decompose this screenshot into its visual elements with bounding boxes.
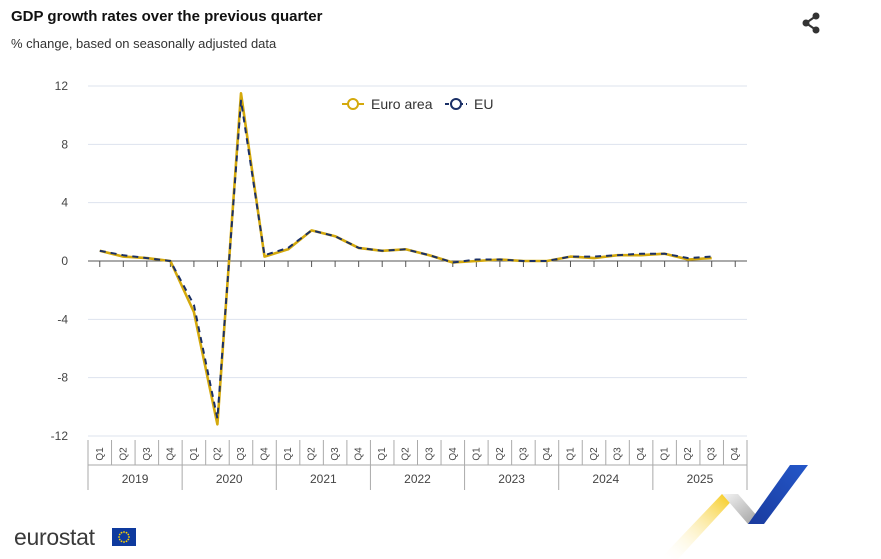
data-point-eu — [238, 98, 244, 104]
data-point-eu — [497, 257, 503, 263]
quarter-tick-label: Q4 — [260, 447, 271, 461]
quarter-tick-label: Q1 — [283, 447, 294, 461]
legend-label-euro-area: Euro area — [371, 96, 433, 112]
quarter-tick-label: Q2 — [495, 447, 506, 461]
data-point-eu — [662, 251, 668, 257]
y-tick-label: -4 — [57, 312, 68, 326]
data-point-eu — [167, 258, 173, 264]
quarter-tick-label: Q2 — [683, 447, 694, 461]
quarter-tick-label: Q4 — [542, 447, 553, 461]
quarter-tick-label: Q3 — [707, 447, 718, 461]
y-tick-label: 8 — [61, 137, 68, 151]
data-point-eu — [285, 245, 291, 251]
quarter-tick-label: Q4 — [448, 447, 459, 461]
data-point-eu — [379, 248, 385, 254]
data-point-eu — [403, 246, 409, 252]
quarter-tick-label: Q3 — [236, 447, 247, 461]
quarter-tick-label: Q2 — [401, 447, 412, 461]
year-tick-label: 2021 — [310, 472, 337, 486]
quarter-tick-label: Q3 — [424, 447, 435, 461]
quarter-tick-label: Q1 — [565, 447, 576, 461]
quarter-tick-label: Q4 — [354, 447, 365, 461]
year-tick-label: 2025 — [687, 472, 714, 486]
data-point-eu — [567, 254, 573, 260]
data-point-eu — [544, 258, 550, 264]
quarter-tick-label: Q3 — [142, 447, 153, 461]
legend-marker-euro-area — [347, 98, 359, 110]
eurostat-logo: eurostat — [14, 524, 95, 550]
series-line-euro-area — [99, 92, 712, 426]
quarter-tick-label: Q4 — [636, 447, 647, 461]
data-point-eu — [309, 227, 315, 233]
data-point-eu — [191, 302, 197, 308]
data-point-eu — [709, 254, 715, 260]
eu-flag-icon — [112, 528, 136, 546]
data-point-eu — [450, 259, 456, 265]
data-point-eu — [473, 257, 479, 263]
legend-label-eu: EU — [474, 96, 493, 112]
data-point-eu — [638, 251, 644, 257]
quarter-tick-label: Q4 — [730, 447, 741, 461]
quarter-tick-label: Q3 — [518, 447, 529, 461]
quarter-tick-label: Q1 — [660, 447, 671, 461]
quarter-tick-label: Q4 — [165, 447, 176, 461]
quarter-tick-label: Q1 — [95, 447, 106, 461]
chart-title: GDP growth rates over the previous quart… — [11, 8, 323, 25]
quarter-tick-label: Q1 — [377, 447, 388, 461]
data-point-eu — [426, 252, 432, 258]
data-point-euro-area — [191, 309, 197, 315]
year-tick-label: 2022 — [404, 472, 431, 486]
y-tick-label: 4 — [61, 196, 68, 210]
data-point-eu — [262, 252, 268, 258]
data-point-eu — [685, 255, 691, 261]
data-point-eu — [520, 258, 526, 264]
quarter-tick-label: Q3 — [330, 447, 341, 461]
quarter-tick-label: Q1 — [471, 447, 482, 461]
data-point-eu — [615, 252, 621, 258]
data-point-eu — [97, 248, 103, 254]
data-point-eu — [214, 416, 220, 422]
data-point-euro-area — [214, 421, 220, 427]
data-point-eu — [591, 254, 597, 260]
data-point-eu — [332, 233, 338, 239]
share-icon[interactable] — [798, 10, 824, 36]
chart-subtitle: % change, based on seasonally adjusted d… — [11, 36, 277, 51]
quarter-tick-label: Q2 — [307, 447, 318, 461]
quarter-tick-label: Q2 — [118, 447, 129, 461]
year-tick-label: 2020 — [216, 472, 243, 486]
data-point-euro-area — [238, 90, 244, 96]
y-tick-label: -8 — [57, 371, 68, 385]
decorative-chevron — [660, 465, 808, 559]
year-tick-label: 2019 — [122, 472, 149, 486]
year-tick-label: 2024 — [592, 472, 619, 486]
y-tick-label: 12 — [55, 79, 69, 93]
data-point-eu — [356, 245, 362, 251]
quarter-tick-label: Q2 — [589, 447, 600, 461]
quarter-tick-label: Q3 — [613, 447, 624, 461]
year-tick-label: 2023 — [498, 472, 525, 486]
legend-marker-eu — [450, 98, 462, 110]
data-point-eu — [120, 252, 126, 258]
series-line-eu — [99, 99, 712, 420]
y-tick-label: 0 — [61, 254, 68, 268]
quarter-tick-label: Q1 — [189, 447, 200, 461]
quarter-tick-label: Q2 — [212, 447, 223, 461]
data-point-eu — [144, 255, 150, 261]
y-tick-label: -12 — [51, 429, 69, 443]
